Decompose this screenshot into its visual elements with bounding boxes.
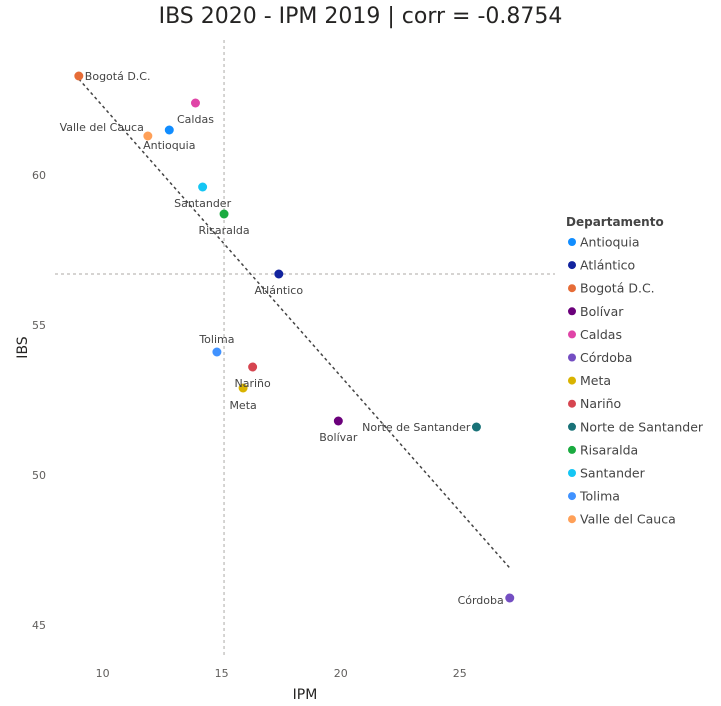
chart-title: IBS 2020 - IPM 2019 | corr = -0.8754 [158, 4, 563, 29]
data-point [505, 593, 515, 603]
point-label: Bolívar [319, 431, 358, 444]
legend-marker [568, 376, 576, 385]
legend-item-label: Antioquia [580, 235, 640, 250]
x-tick-label: 15 [215, 667, 229, 680]
data-point [471, 422, 481, 432]
legend-item-label: Risaralda [580, 442, 638, 457]
legend-marker [568, 445, 576, 454]
legend-marker [568, 422, 576, 431]
legend-item-label: Valle del Cauca [580, 512, 676, 527]
reference-lines [55, 40, 555, 655]
legend-item-label: Norte de Santander [580, 419, 704, 434]
point-label: Antioquia [143, 139, 195, 152]
legend-item-label: Córdoba [580, 350, 632, 365]
data-point [333, 416, 343, 426]
x-tick-label: 25 [453, 667, 467, 680]
data-point [238, 383, 248, 393]
y-tick-label: 50 [32, 469, 46, 482]
data-point [190, 98, 200, 108]
point-label: Valle del Cauca [60, 121, 144, 134]
legend-marker [568, 492, 576, 501]
x-axis-title: IPM [293, 687, 318, 703]
legend-item-label: Santander [580, 466, 646, 481]
y-axis-title: IBS [15, 336, 31, 358]
legend-title: Departamento [566, 215, 664, 229]
trendline [78, 78, 511, 569]
legend-item-label: Bogotá D.C. [580, 281, 655, 296]
legend: Departamento Antioquia Atlántico Bogotá D.C… [566, 215, 704, 527]
legend-item-label: Meta [580, 373, 611, 388]
data-point [198, 182, 208, 192]
data-points [74, 71, 515, 603]
trend-line [78, 78, 511, 569]
point-label: Bogotá D.C. [85, 70, 151, 83]
point-label: Santander [174, 197, 231, 210]
point-label: Meta [229, 399, 256, 412]
legend-item-label: Bolívar [580, 304, 624, 319]
point-label: Caldas [177, 113, 214, 126]
legend-marker [568, 330, 576, 339]
y-axis: 45 50 55 60 IBS [15, 169, 46, 632]
point-label: Tolima [198, 333, 234, 346]
legend-marker [568, 469, 576, 477]
x-axis: 10 15 20 25 IPM [96, 667, 467, 703]
x-tick-label: 20 [334, 667, 348, 680]
legend-marker [568, 261, 576, 270]
legend-marker [568, 307, 576, 316]
data-point [219, 209, 229, 219]
y-tick-label: 45 [32, 619, 46, 632]
legend-marker [568, 353, 576, 362]
legend-marker [568, 515, 576, 524]
data-point [212, 347, 222, 357]
y-tick-label: 60 [32, 169, 46, 182]
legend-marker [568, 284, 576, 293]
legend-item-label: Atlántico [580, 258, 635, 273]
data-point [274, 269, 284, 279]
data-point [164, 125, 174, 135]
point-label: Córdoba [458, 594, 504, 607]
legend-marker [568, 238, 576, 246]
point-labels: Antioquia Atlántico Bogotá D.C. Bolívar Cald… [60, 70, 504, 607]
y-tick-label: 55 [32, 319, 46, 332]
legend-item-label: Caldas [580, 327, 622, 342]
data-point [74, 71, 84, 81]
point-label: Risaralda [198, 224, 249, 237]
x-tick-label: 10 [96, 667, 110, 680]
legend-item-label: Nariño [580, 396, 621, 411]
point-label: Nariño [234, 377, 271, 390]
legend-item-label: Tolima [579, 489, 620, 504]
data-point [143, 131, 153, 141]
point-label: Norte de Santander [362, 421, 471, 434]
point-label: Atlántico [255, 284, 304, 297]
data-point [248, 362, 258, 372]
legend-marker [568, 399, 576, 408]
